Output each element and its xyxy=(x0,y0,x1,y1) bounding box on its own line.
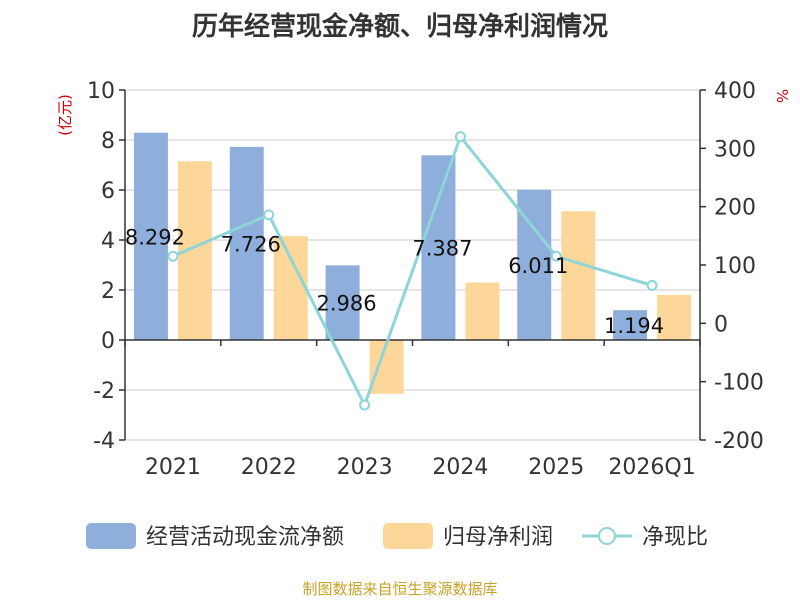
chart-title: 历年经营现金净额、归母净利润情况 xyxy=(191,12,608,42)
ratio-point xyxy=(359,399,371,411)
legend-swatch-profit xyxy=(383,523,433,549)
ratio-point xyxy=(550,250,562,262)
y-tick-label-left: 4 xyxy=(101,229,115,254)
y-tick-label-left: 6 xyxy=(101,179,115,204)
y-tick-label-right: 200 xyxy=(714,196,756,221)
bar-profit xyxy=(657,295,692,340)
bars xyxy=(133,132,692,394)
ratio-line xyxy=(167,131,658,411)
bar-cashflow xyxy=(229,146,264,340)
bar-profit xyxy=(561,211,596,340)
x-tick-label: 2023 xyxy=(337,455,393,480)
cashflow-data-label: 1.194 xyxy=(604,314,664,338)
x-tick-label: 2022 xyxy=(241,455,297,480)
legend: 经营活动现金流净额 归母净利润 净现比 xyxy=(86,523,708,550)
bar-profit xyxy=(273,236,308,340)
ratio-point xyxy=(646,279,658,291)
bar-cashflow xyxy=(613,310,648,340)
bar-cashflow xyxy=(325,265,360,340)
y-tick-label-right: 0 xyxy=(714,312,728,337)
y-tick-label-right: 300 xyxy=(714,137,756,162)
y-tick-label-right: 400 xyxy=(714,79,756,104)
bar-profit xyxy=(369,340,404,394)
source-note: 制图数据来自恒生聚源数据库 xyxy=(302,580,498,598)
legend-label-profit: 归母净利润 xyxy=(443,525,553,550)
y-unit-right: % xyxy=(773,89,791,103)
x-tick-label: 2026Q1 xyxy=(608,455,695,480)
x-tick-label: 2021 xyxy=(145,455,201,480)
cashflow-data-label: 6.011 xyxy=(508,254,568,278)
ratio-line-path xyxy=(172,133,653,409)
y-tick-label-right: 100 xyxy=(714,254,756,279)
ratio-point xyxy=(263,209,275,221)
y-tick-label-left: -4 xyxy=(93,429,115,454)
legend-swatch-cashflow xyxy=(86,523,136,549)
y-tick-label-right: -100 xyxy=(714,371,764,396)
y-tick-label-left: -2 xyxy=(93,379,115,404)
y-tick-label-left: 10 xyxy=(87,79,115,104)
axes: 10 8 6 4 2 0 -2 -4 400 300 200 100 0 -100 -200 2021 2022… xyxy=(56,79,791,480)
bar-cashflow xyxy=(133,132,168,340)
y-tick-label-left: 8 xyxy=(101,129,115,154)
legend-label-cashflow: 经营活动现金流净额 xyxy=(146,525,344,550)
y-tick-label-left: 0 xyxy=(101,329,115,354)
cashflow-data-label: 8.292 xyxy=(125,225,185,249)
x-tick-label: 2025 xyxy=(528,455,584,480)
cashflow-data-label: 2.986 xyxy=(317,292,377,316)
y-tick-label-left: 2 xyxy=(101,279,115,304)
legend-marker-ratio xyxy=(598,527,616,545)
legend-label-ratio: 净现比 xyxy=(642,525,708,550)
data-labels: 8.292 7.726 2.986 7.387 6.011 1.194 xyxy=(125,225,664,338)
cashflow-data-label: 7.387 xyxy=(412,237,472,261)
bar-cashflow xyxy=(421,155,456,340)
ratio-point xyxy=(167,250,179,262)
x-tick-label: 2024 xyxy=(432,455,488,480)
y-unit-left: (亿元) xyxy=(56,94,74,136)
cashflow-data-label: 7.726 xyxy=(221,232,281,256)
y-tick-label-right: -200 xyxy=(714,429,764,454)
grid-lines xyxy=(125,89,700,441)
bar-profit xyxy=(465,282,500,340)
ratio-point xyxy=(454,131,466,143)
